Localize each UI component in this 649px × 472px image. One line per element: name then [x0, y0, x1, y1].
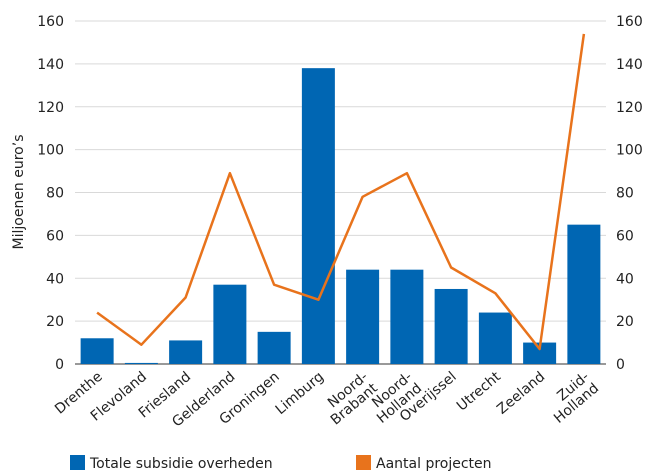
legend-label: Totale subsidie overheden — [89, 456, 273, 472]
series-line — [96, 33, 586, 351]
bar — [124, 362, 158, 364]
legend-label: Aantal projecten — [376, 456, 492, 472]
bar-series — [80, 68, 601, 364]
y2-tick-label: 40 — [616, 271, 634, 287]
y-axis-right: 0 20 40 60 80 100 120 140 160 — [616, 14, 643, 373]
y2-tick-label: 160 — [616, 14, 643, 30]
y-tick-label: 0 — [55, 357, 64, 373]
y-tick-label: 160 — [37, 14, 64, 30]
y2-tick-label: 20 — [616, 314, 634, 330]
bar — [301, 68, 335, 364]
y-tick-label: 100 — [37, 143, 64, 159]
bar — [478, 312, 512, 364]
bar — [390, 269, 424, 364]
y2-tick-label: 140 — [616, 57, 643, 73]
y-tick-label: 80 — [46, 186, 64, 202]
y-tick-label: 120 — [37, 100, 64, 116]
bar — [434, 288, 468, 364]
y2-tick-label: 60 — [616, 228, 634, 244]
bar — [523, 342, 557, 364]
y2-tick-label: 80 — [616, 186, 634, 202]
y2-tick-label: 100 — [616, 143, 643, 159]
legend: Totale subsidie overheden Aantal projecte… — [70, 455, 492, 472]
bar — [346, 269, 380, 364]
y2-tick-label: 120 — [616, 100, 643, 116]
bar — [169, 340, 203, 364]
y-axis-left: 0 20 40 60 80 100 120 140 160 — [37, 14, 64, 373]
y-axis-title: Miljoenen euro’s — [11, 135, 27, 250]
x-tick-label: Limburg — [273, 369, 327, 418]
y2-tick-label: 0 — [616, 357, 625, 373]
y-tick-label: 140 — [37, 57, 64, 73]
y-tick-label: 40 — [46, 271, 64, 287]
legend-swatch — [70, 455, 85, 470]
bar — [213, 284, 247, 364]
line-series — [96, 33, 586, 351]
x-axis: DrentheFlevolandFrieslandGelderlandGroni… — [52, 368, 602, 430]
bar — [80, 338, 114, 364]
gridlines — [75, 20, 606, 365]
y-tick-label: 60 — [46, 228, 64, 244]
legend-swatch — [356, 455, 371, 470]
bar — [257, 331, 291, 364]
y-tick-label: 20 — [46, 314, 64, 330]
x-tick-label: Zuid-Holland — [541, 369, 602, 427]
bar — [567, 224, 601, 364]
x-tick-label: Zeeland — [494, 369, 548, 418]
